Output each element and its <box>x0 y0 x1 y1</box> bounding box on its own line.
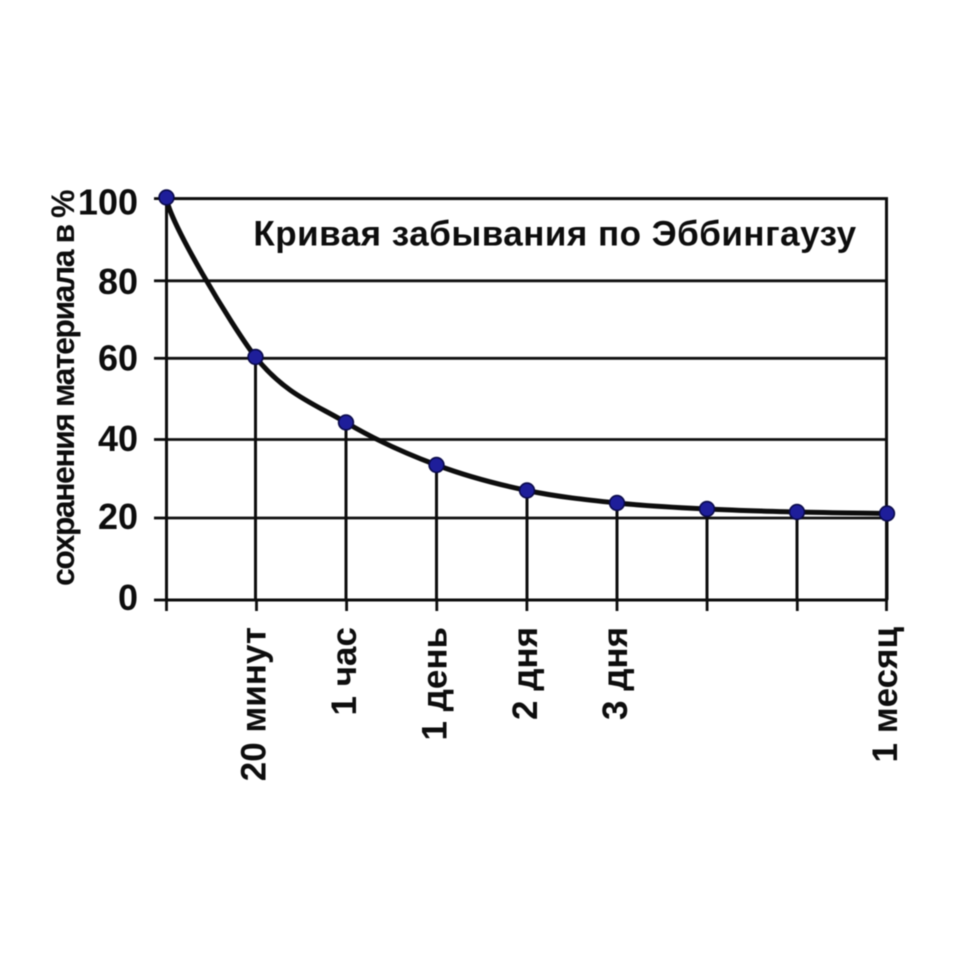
svg-text:80: 80 <box>98 261 138 302</box>
svg-text:0: 0 <box>118 577 138 618</box>
svg-text:100: 100 <box>78 181 138 222</box>
svg-text:Кривая забывания по Эббингаузу: Кривая забывания по Эббингаузу <box>253 215 856 254</box>
svg-text:20 минут: 20 минут <box>235 627 274 781</box>
svg-text:40: 40 <box>98 418 138 459</box>
svg-text:сохранения материала в %: сохранения материала в % <box>45 190 81 586</box>
svg-text:3 дня: 3 дня <box>596 627 635 720</box>
svg-text:1 месяц: 1 месяц <box>866 627 905 763</box>
svg-text:60: 60 <box>98 338 138 379</box>
svg-text:2 дня: 2 дня <box>506 627 545 720</box>
svg-text:1 час: 1 час <box>325 627 364 715</box>
svg-text:20: 20 <box>98 496 138 537</box>
svg-text:1 день: 1 день <box>416 627 455 741</box>
